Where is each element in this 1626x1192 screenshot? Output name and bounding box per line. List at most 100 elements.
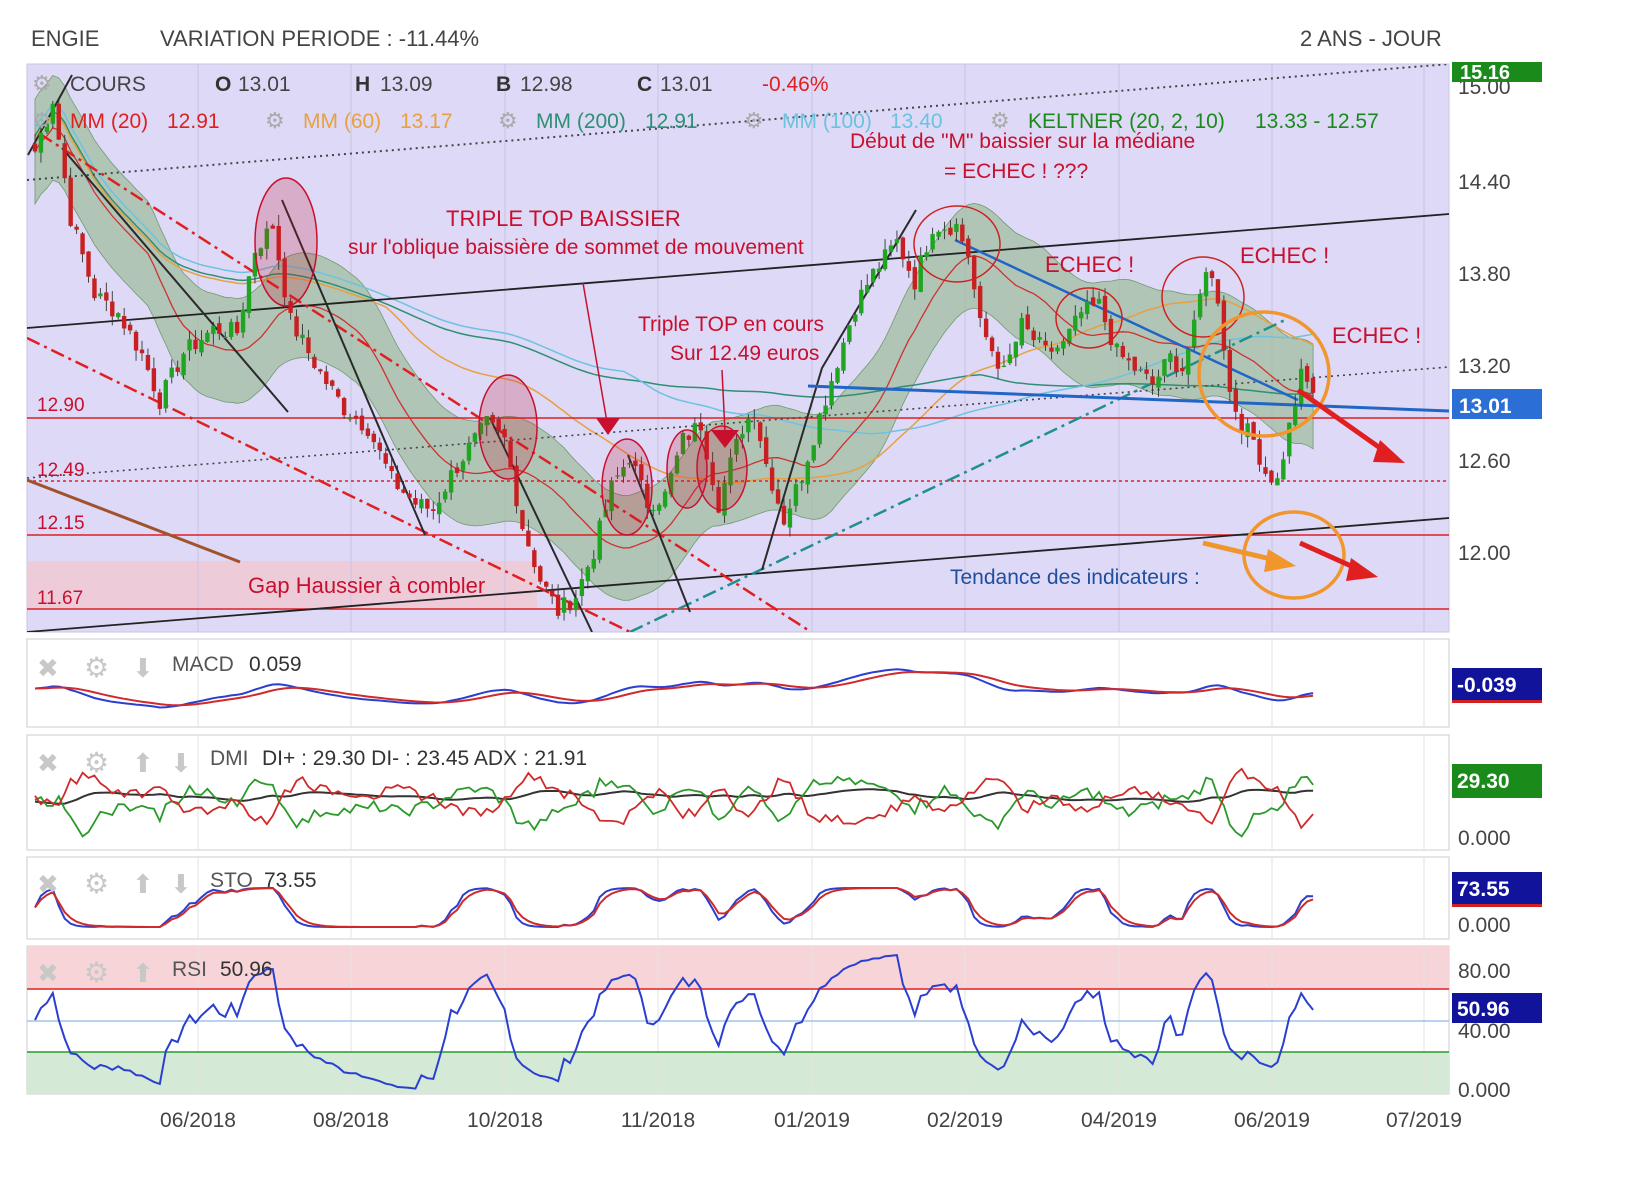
mm60-settings-icon[interactable]: ⚙ — [265, 108, 285, 133]
candle-body — [1144, 369, 1149, 374]
candle-body — [1079, 312, 1084, 319]
candle-body — [1197, 294, 1203, 318]
mm200-settings-icon[interactable]: ⚙ — [498, 108, 518, 133]
triple-top-subtitle: sur l'oblique baissière de sommet de mou… — [348, 236, 804, 259]
upper-dotted-channel — [27, 64, 1449, 181]
echec-label-3: ECHEC ! — [1332, 323, 1421, 348]
candle-body — [1102, 295, 1108, 323]
candle-body — [460, 461, 466, 471]
candle-body — [1162, 359, 1167, 376]
candle-body — [389, 465, 394, 472]
dmi-badge-text: 29.30 — [1457, 770, 1510, 793]
candle-body — [175, 367, 180, 372]
rsi-label: RSI — [172, 958, 207, 981]
candle-body — [942, 229, 947, 231]
debut-m-line2: = ECHEC ! ??? — [944, 160, 1088, 183]
candle-body — [365, 428, 371, 436]
candle-body — [127, 324, 133, 331]
dmi-up-icon[interactable]: ⬆ — [132, 749, 154, 779]
top-circle-2 — [478, 374, 538, 480]
sto-up-icon[interactable]: ⬆ — [132, 870, 154, 900]
candle-body — [252, 252, 258, 277]
candle-body — [549, 590, 555, 597]
candle-body — [502, 428, 507, 438]
candle-body — [44, 123, 50, 133]
candle-body — [888, 245, 894, 252]
candle-body — [555, 594, 561, 616]
candle-body — [645, 483, 650, 508]
legend-high-label: H — [355, 73, 370, 96]
macd-down-icon[interactable]: ⬇ — [132, 654, 154, 684]
macd-panel — [26, 638, 1450, 728]
candle-body — [865, 284, 870, 293]
candle-body — [1114, 343, 1120, 348]
sto-close-icon[interactable]: ✖ — [37, 870, 59, 900]
rsi-settings-icon[interactable]: ⚙ — [84, 956, 109, 989]
candle-body — [1251, 422, 1256, 440]
candle-body — [740, 434, 745, 439]
rsi-badge — [1452, 993, 1542, 1023]
candle-body — [294, 316, 299, 337]
candle-body — [579, 579, 585, 597]
candle-body — [74, 226, 79, 230]
candle-body — [484, 416, 489, 426]
x-tick-label: 08/2018 — [313, 1109, 389, 1132]
period-selector[interactable]: 2 ANS - JOUR — [1300, 26, 1442, 51]
candle-body — [728, 457, 733, 486]
mm100-settings-icon[interactable]: ⚙ — [744, 108, 764, 133]
candle-body — [110, 301, 115, 317]
mm20-settings-icon[interactable]: ⚙ — [32, 108, 52, 133]
legend-mm20: MM (20) — [70, 110, 148, 133]
candle-body — [1150, 376, 1155, 385]
legend-low-label: B — [496, 73, 511, 96]
candle-body — [585, 567, 591, 582]
candle-body — [246, 276, 252, 313]
candle-body — [817, 413, 822, 445]
candle-body — [514, 465, 519, 507]
sto-down-icon[interactable]: ⬇ — [170, 870, 192, 900]
sto-badge — [1452, 872, 1542, 904]
candle-body — [282, 258, 287, 298]
candle-body — [318, 369, 323, 372]
candle-body — [787, 508, 793, 528]
dmi-settings-icon[interactable]: ⚙ — [84, 746, 109, 779]
candle-body — [1067, 328, 1072, 344]
candle-body — [639, 464, 644, 481]
rsi-close-icon[interactable]: ✖ — [37, 959, 59, 989]
dmi-close-icon[interactable]: ✖ — [37, 749, 59, 779]
rsi-up-icon[interactable]: ⬆ — [132, 959, 154, 989]
macd-settings-icon[interactable]: ⚙ — [84, 651, 109, 684]
candle-body — [151, 368, 157, 392]
candle-body — [116, 313, 121, 318]
candle-body — [1043, 340, 1048, 346]
sto-settings-icon[interactable]: ⚙ — [84, 867, 109, 900]
macd-line — [34, 668, 1314, 709]
legend-mm100-value: 13.40 — [890, 110, 943, 133]
keltner-settings-icon[interactable]: ⚙ — [990, 108, 1010, 133]
candle-body — [1227, 349, 1233, 392]
macd-close-icon[interactable]: ✖ — [37, 654, 59, 684]
candle-body — [1025, 314, 1030, 330]
candle-body — [1275, 478, 1280, 486]
last-price-badge-text: 13.01 — [1459, 395, 1512, 418]
legend-mm20-value: 12.91 — [167, 110, 220, 133]
candle-body — [478, 423, 484, 435]
macd-value: 0.059 — [249, 653, 302, 676]
candle-body — [710, 462, 715, 486]
swing-lines — [27, 74, 917, 632]
dmi-minus-line — [34, 767, 1314, 830]
dmi-adx-line — [34, 788, 1314, 805]
candle-body — [62, 143, 67, 179]
legend-open-label: O — [215, 73, 231, 96]
candle-body — [954, 223, 959, 232]
candle-body — [752, 416, 757, 419]
median-dotted-channel — [27, 366, 1449, 479]
candle-body — [847, 325, 852, 342]
settings-icon[interactable]: ⚙ — [32, 71, 52, 96]
sto-badge-underline — [1452, 904, 1542, 907]
candle-body — [472, 433, 478, 442]
dmi-badge — [1452, 764, 1542, 798]
blue-descending-line — [954, 238, 1299, 402]
dmi-down-icon[interactable]: ⬇ — [170, 749, 192, 779]
